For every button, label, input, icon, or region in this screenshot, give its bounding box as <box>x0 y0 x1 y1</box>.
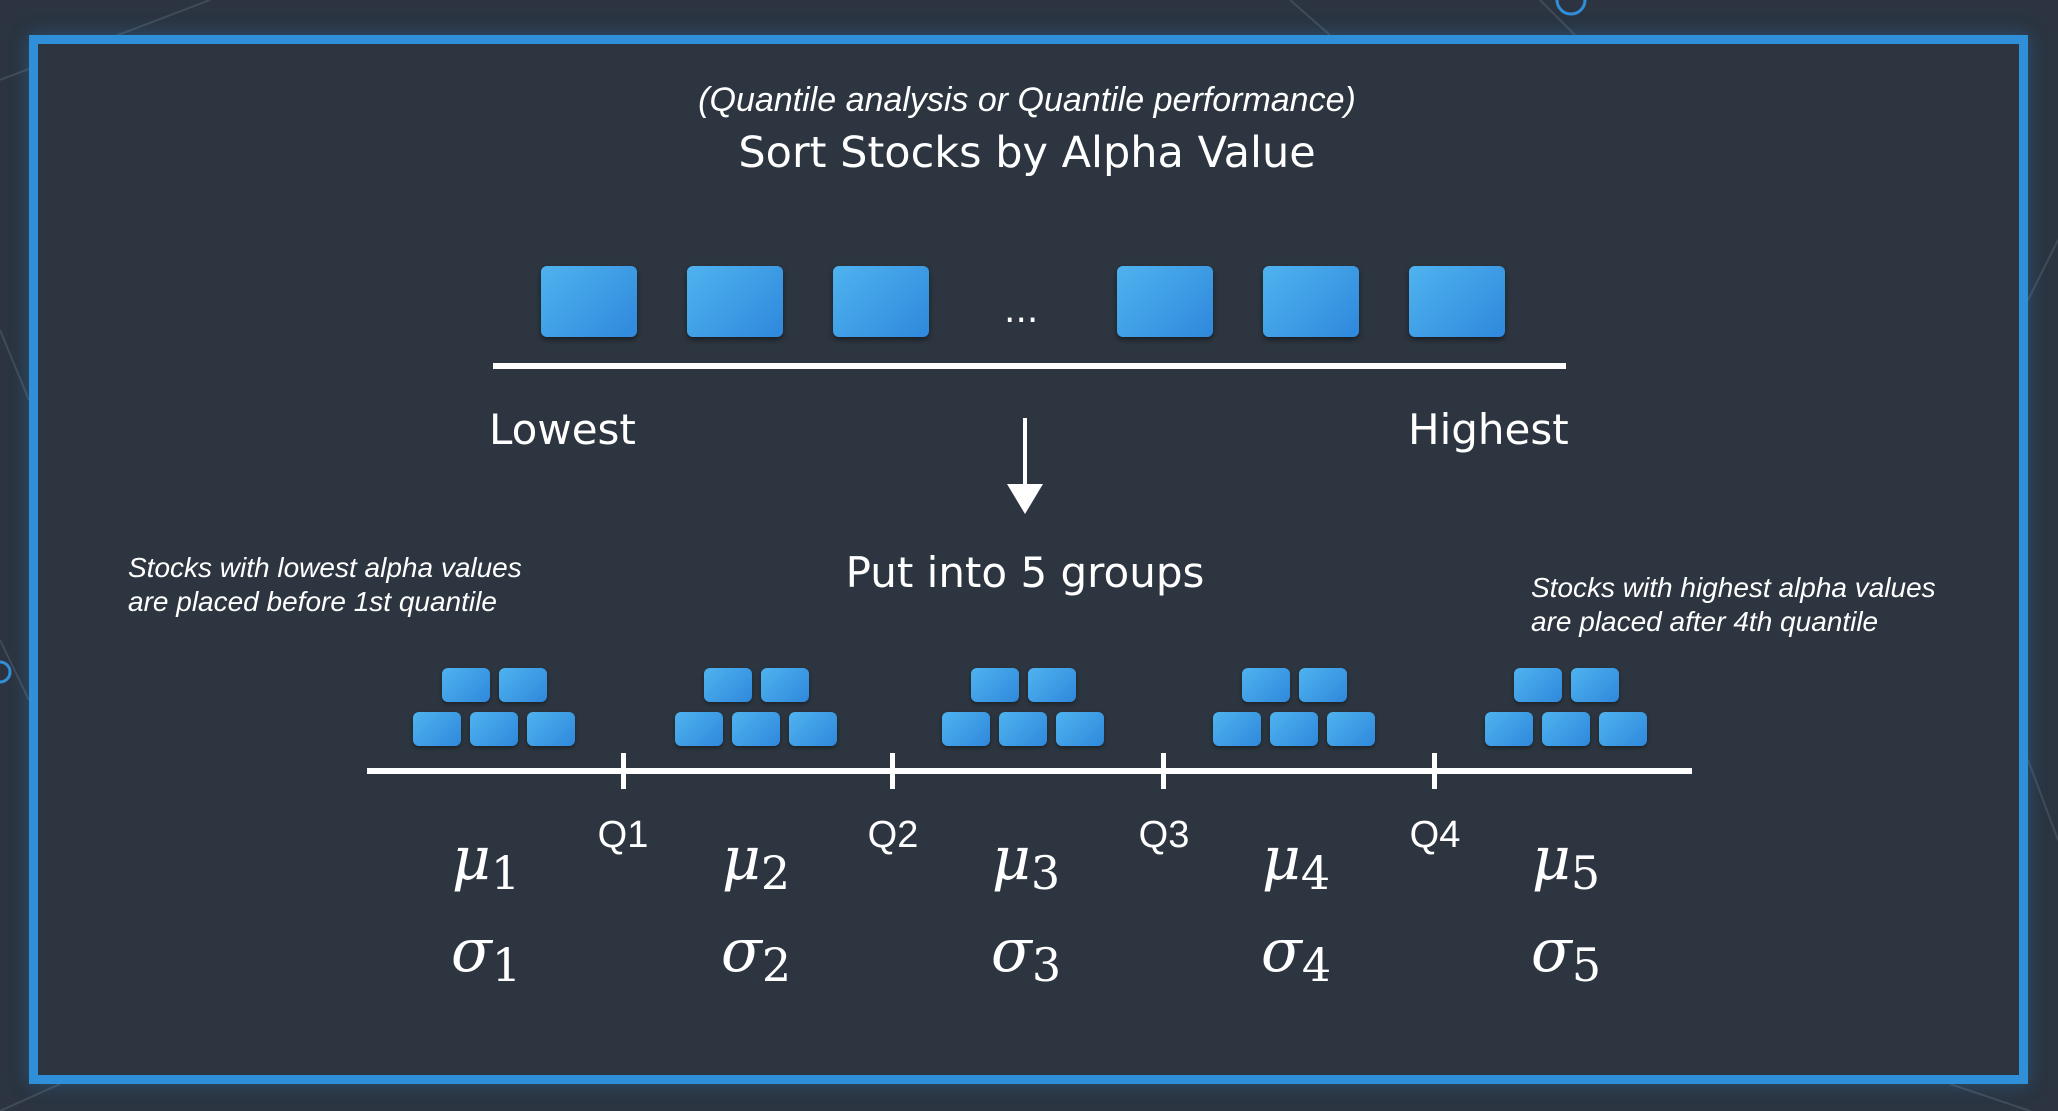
group-3-mean: μ3 <box>991 820 1061 912</box>
group-5-stddev: σ5 <box>1531 912 1601 1004</box>
mu-subscript: 3 <box>1030 846 1061 901</box>
q3-tick <box>1161 753 1166 789</box>
q4-label: Q4 <box>1409 814 1461 856</box>
mu-symbol: μ <box>991 824 1031 894</box>
group-4-stddev: σ4 <box>1261 912 1331 1004</box>
group-3-stddev: σ3 <box>991 912 1061 1004</box>
lowest-label: Lowest <box>489 405 636 454</box>
sigma-subscript: 4 <box>1301 938 1332 993</box>
group-2-stock-brick <box>789 712 837 746</box>
q2-tick <box>890 753 895 789</box>
group-5-stock-brick <box>1513 668 1562 702</box>
slide-frame <box>29 35 2028 1084</box>
group-4-mean: μ4 <box>1261 820 1331 912</box>
q1-label: Q1 <box>597 814 649 856</box>
stock-block <box>1263 266 1359 337</box>
group-5-mean: μ5 <box>1531 820 1601 912</box>
sigma-subscript: 3 <box>1031 938 1062 993</box>
group-1-stddev: σ1 <box>451 912 521 1004</box>
sigma-symbol: σ <box>990 916 1032 987</box>
sigma-subscript: 5 <box>1571 938 1602 993</box>
group-4-stats: μ4 σ4 <box>1261 820 1331 1004</box>
group-5-stats: μ5 σ5 <box>1531 820 1601 1004</box>
slide-title: Sort Stocks by Alpha Value <box>738 128 1316 178</box>
group-1-stock-brick <box>441 668 490 702</box>
q3-label: Q3 <box>1138 814 1190 856</box>
group-1-mean: μ1 <box>451 820 521 912</box>
mu-symbol: μ <box>1261 824 1301 894</box>
group-2-stock-brick <box>675 712 723 746</box>
sigma-subscript: 2 <box>761 938 792 993</box>
group-4-stock-brick <box>1213 712 1261 746</box>
group-5-stock-brick <box>1485 712 1533 746</box>
note-lowest-line-1: Stocks with lowest alpha values <box>128 552 522 583</box>
group-4-stock-brick <box>1298 668 1347 702</box>
ellipsis: ... <box>1004 290 1039 331</box>
q1-tick <box>621 753 626 789</box>
group-4-stock-brick <box>1241 668 1290 702</box>
group-1-stats: μ1 σ1 <box>451 820 521 1004</box>
slide-subtitle: (Quantile analysis or Quantile performan… <box>698 81 1356 119</box>
group-5-stock-brick <box>1570 668 1619 702</box>
group-1-stock-brick <box>413 712 461 746</box>
group-3-stats: μ3 σ3 <box>991 820 1061 1004</box>
note-highest-line-1: Stocks with highest alpha values <box>1531 572 1936 603</box>
mu-subscript: 2 <box>760 846 791 901</box>
highest-label: Highest <box>1408 405 1569 454</box>
group-3-stock-brick <box>1027 668 1076 702</box>
group-1-stock-brick <box>527 712 575 746</box>
quantile-axis-line <box>367 768 1692 774</box>
q4-tick <box>1432 753 1437 789</box>
note-highest: Stocks with highest alpha values are pla… <box>1531 571 2011 639</box>
sigma-symbol: σ <box>450 916 492 987</box>
group-5-stock-brick <box>1542 712 1590 746</box>
sigma-symbol: σ <box>1530 916 1572 987</box>
mu-symbol: μ <box>1531 824 1571 894</box>
group-4-stock-brick <box>1270 712 1318 746</box>
stock-block <box>541 266 637 337</box>
group-4-stock-brick <box>1327 712 1375 746</box>
stock-block <box>833 266 929 337</box>
mu-symbol: μ <box>451 824 491 894</box>
group-2-stock-brick <box>703 668 752 702</box>
group-3-stock-brick <box>970 668 1019 702</box>
group-3-stock-brick <box>999 712 1047 746</box>
down-arrow-icon <box>1007 418 1043 514</box>
note-highest-line-2: are placed after 4th quantile <box>1531 606 1879 637</box>
sort-axis-line <box>493 363 1566 369</box>
sigma-symbol: σ <box>1260 916 1302 987</box>
q2-label: Q2 <box>867 814 919 856</box>
note-lowest-line-2: are placed before 1st quantile <box>128 586 497 617</box>
group-2-stats: μ2 σ2 <box>721 820 791 1004</box>
mu-subscript: 5 <box>1570 846 1601 901</box>
group-2-stock-brick <box>732 712 780 746</box>
stock-block <box>1117 266 1213 337</box>
group-2-mean: μ2 <box>721 820 791 912</box>
group-1-stock-brick <box>470 712 518 746</box>
group-2-stock-brick <box>760 668 809 702</box>
put-into-groups-label: Put into 5 groups <box>845 548 1205 597</box>
stock-block <box>687 266 783 337</box>
sigma-subscript: 1 <box>491 938 522 993</box>
group-2-stddev: σ2 <box>721 912 791 1004</box>
group-3-stock-brick <box>1056 712 1104 746</box>
mu-subscript: 4 <box>1300 846 1331 901</box>
group-5-stock-brick <box>1599 712 1647 746</box>
sigma-symbol: σ <box>720 916 762 987</box>
mu-symbol: μ <box>721 824 761 894</box>
group-1-stock-brick <box>498 668 547 702</box>
mu-subscript: 1 <box>490 846 521 901</box>
group-3-stock-brick <box>942 712 990 746</box>
note-lowest: Stocks with lowest alpha values are plac… <box>128 551 598 619</box>
stock-block <box>1409 266 1505 337</box>
